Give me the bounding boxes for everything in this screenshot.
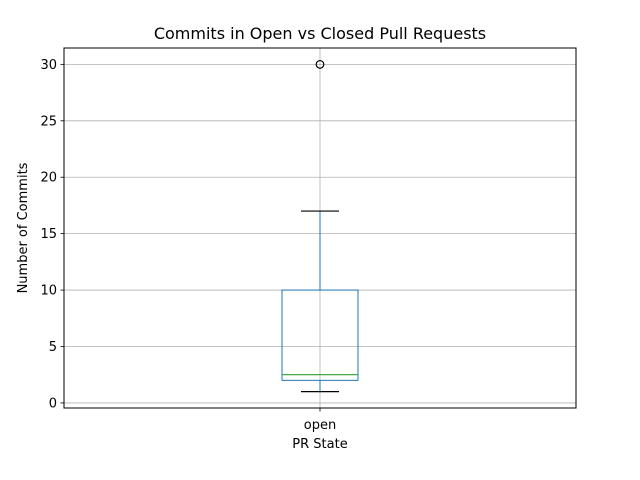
y-tick-label: 30 (40, 58, 57, 73)
axis-ticks: 0 5 10 15 20 25 30 open (40, 58, 336, 433)
y-tick-label: 5 (49, 340, 57, 355)
y-tick-label: 20 (40, 171, 57, 186)
y-tick-label: 15 (40, 227, 57, 242)
y-tick-label: 10 (40, 284, 57, 299)
x-axis-label: PR State (292, 437, 347, 452)
x-tick-label: open (304, 418, 336, 433)
outlier-point (315, 59, 325, 69)
y-tick-label: 25 (40, 114, 57, 129)
y-tick-label: 0 (49, 396, 57, 411)
interquartile-box (281, 289, 359, 381)
y-axis-label: Number of Commits (16, 162, 31, 293)
chart-title: Commits in Open vs Closed Pull Requests (154, 24, 486, 43)
box-elements (281, 59, 359, 393)
